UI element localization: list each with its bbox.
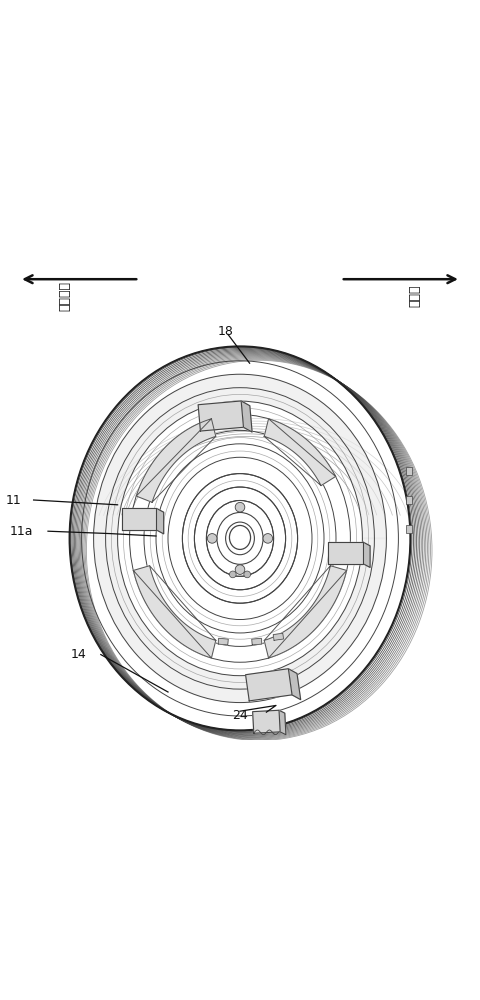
Polygon shape — [122, 508, 156, 530]
Text: 24: 24 — [232, 709, 248, 722]
Circle shape — [244, 571, 251, 578]
Bar — [406, 496, 412, 504]
Polygon shape — [218, 638, 228, 645]
Text: 11: 11 — [6, 493, 22, 506]
Bar — [406, 525, 412, 533]
Polygon shape — [252, 710, 280, 733]
Circle shape — [207, 534, 217, 543]
Polygon shape — [264, 419, 336, 486]
Polygon shape — [198, 401, 243, 431]
Text: 11a: 11a — [10, 525, 34, 538]
Polygon shape — [156, 508, 164, 534]
Text: 14: 14 — [71, 648, 86, 661]
Bar — [406, 467, 412, 475]
Polygon shape — [94, 374, 386, 703]
Polygon shape — [133, 566, 216, 658]
Polygon shape — [279, 710, 286, 735]
Circle shape — [263, 534, 273, 543]
Text: 18: 18 — [217, 325, 234, 338]
Text: 地板側: 地板側 — [408, 285, 422, 307]
Circle shape — [229, 571, 236, 578]
Circle shape — [235, 565, 245, 574]
Polygon shape — [136, 419, 216, 502]
Polygon shape — [252, 638, 262, 645]
Polygon shape — [288, 669, 300, 700]
Circle shape — [235, 502, 245, 512]
Polygon shape — [328, 542, 363, 564]
Text: 天花板側: 天花板側 — [58, 281, 72, 311]
Polygon shape — [273, 633, 284, 640]
Polygon shape — [241, 401, 252, 432]
Polygon shape — [246, 669, 292, 701]
Polygon shape — [264, 566, 347, 658]
Polygon shape — [363, 542, 370, 567]
